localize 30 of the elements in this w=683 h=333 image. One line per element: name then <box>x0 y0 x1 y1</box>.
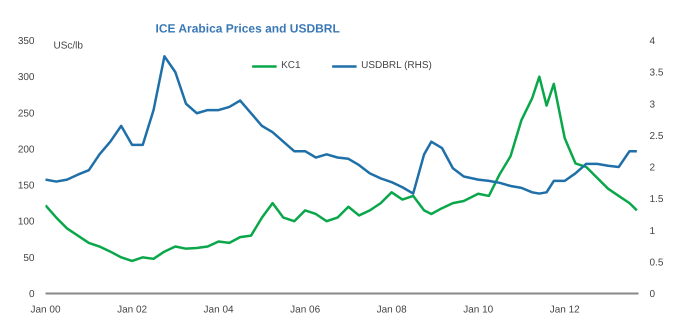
y-tick-label: 100 <box>18 216 35 228</box>
y2-tick-label: 4 <box>650 36 656 47</box>
x-tick-label: Jan 10 <box>463 304 494 316</box>
line-series <box>46 75 638 262</box>
line-series <box>46 55 638 195</box>
y-tick-label: 350 <box>18 36 35 47</box>
y-tick-label: 0 <box>28 289 35 300</box>
y2-tick-label: 1 <box>650 226 656 237</box>
y2-tick-label: 0 <box>650 289 656 300</box>
y-tick-label: 50 <box>23 252 35 264</box>
x-tick-label: Jan 00 <box>30 304 61 316</box>
y2-tick-label: 3 <box>650 99 656 110</box>
y2-tick-label: 1.5 <box>650 194 664 206</box>
y2-tick-label: 2.5 <box>650 130 664 142</box>
legend-label: USDBRL (RHS) <box>361 60 432 71</box>
y2-tick-label: 2 <box>650 162 656 174</box>
y-tick-label: 200 <box>18 144 35 156</box>
y-tick-label: 250 <box>18 108 35 120</box>
x-tick-label: Jan 12 <box>550 304 580 316</box>
x-tick-label: Jan 06 <box>290 304 321 316</box>
y2-tick-label: 0.5 <box>650 257 664 268</box>
x-tick-label: Jan 08 <box>376 304 408 316</box>
y-axis-title: USc/lb <box>54 40 84 52</box>
y2-tick-label: 3.5 <box>650 68 664 79</box>
chart-title: ICE Arabica Prices and USDBRL <box>156 22 340 36</box>
x-tick-label: Jan 04 <box>204 304 234 316</box>
x-tick-label: Jan 02 <box>117 304 148 316</box>
y-tick-label: 150 <box>18 180 35 192</box>
legend-label: KC1 <box>281 60 302 71</box>
y-tick-label: 300 <box>18 72 35 84</box>
